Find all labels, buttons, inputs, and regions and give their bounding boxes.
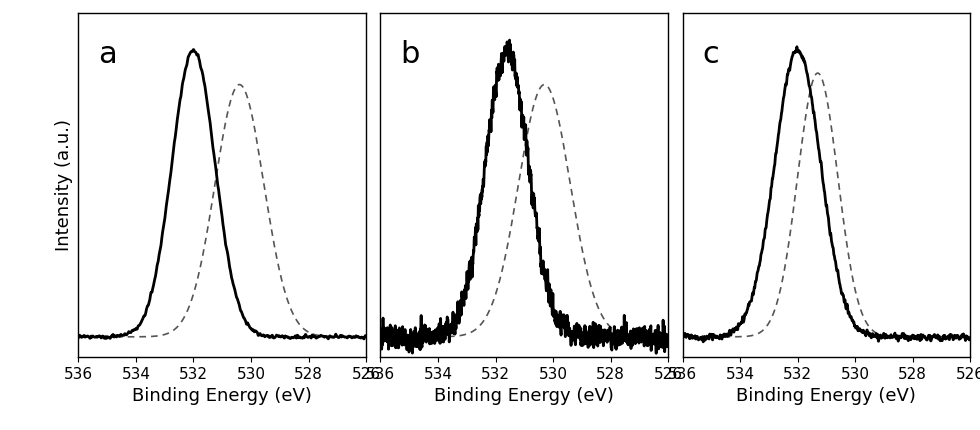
X-axis label: Binding Energy (eV): Binding Energy (eV) (736, 387, 916, 405)
Y-axis label: Intensity (a.u.): Intensity (a.u.) (55, 119, 73, 251)
Text: a: a (99, 40, 118, 69)
X-axis label: Binding Energy (eV): Binding Energy (eV) (434, 387, 614, 405)
Text: b: b (401, 40, 420, 69)
Text: c: c (703, 40, 719, 69)
X-axis label: Binding Energy (eV): Binding Energy (eV) (132, 387, 313, 405)
